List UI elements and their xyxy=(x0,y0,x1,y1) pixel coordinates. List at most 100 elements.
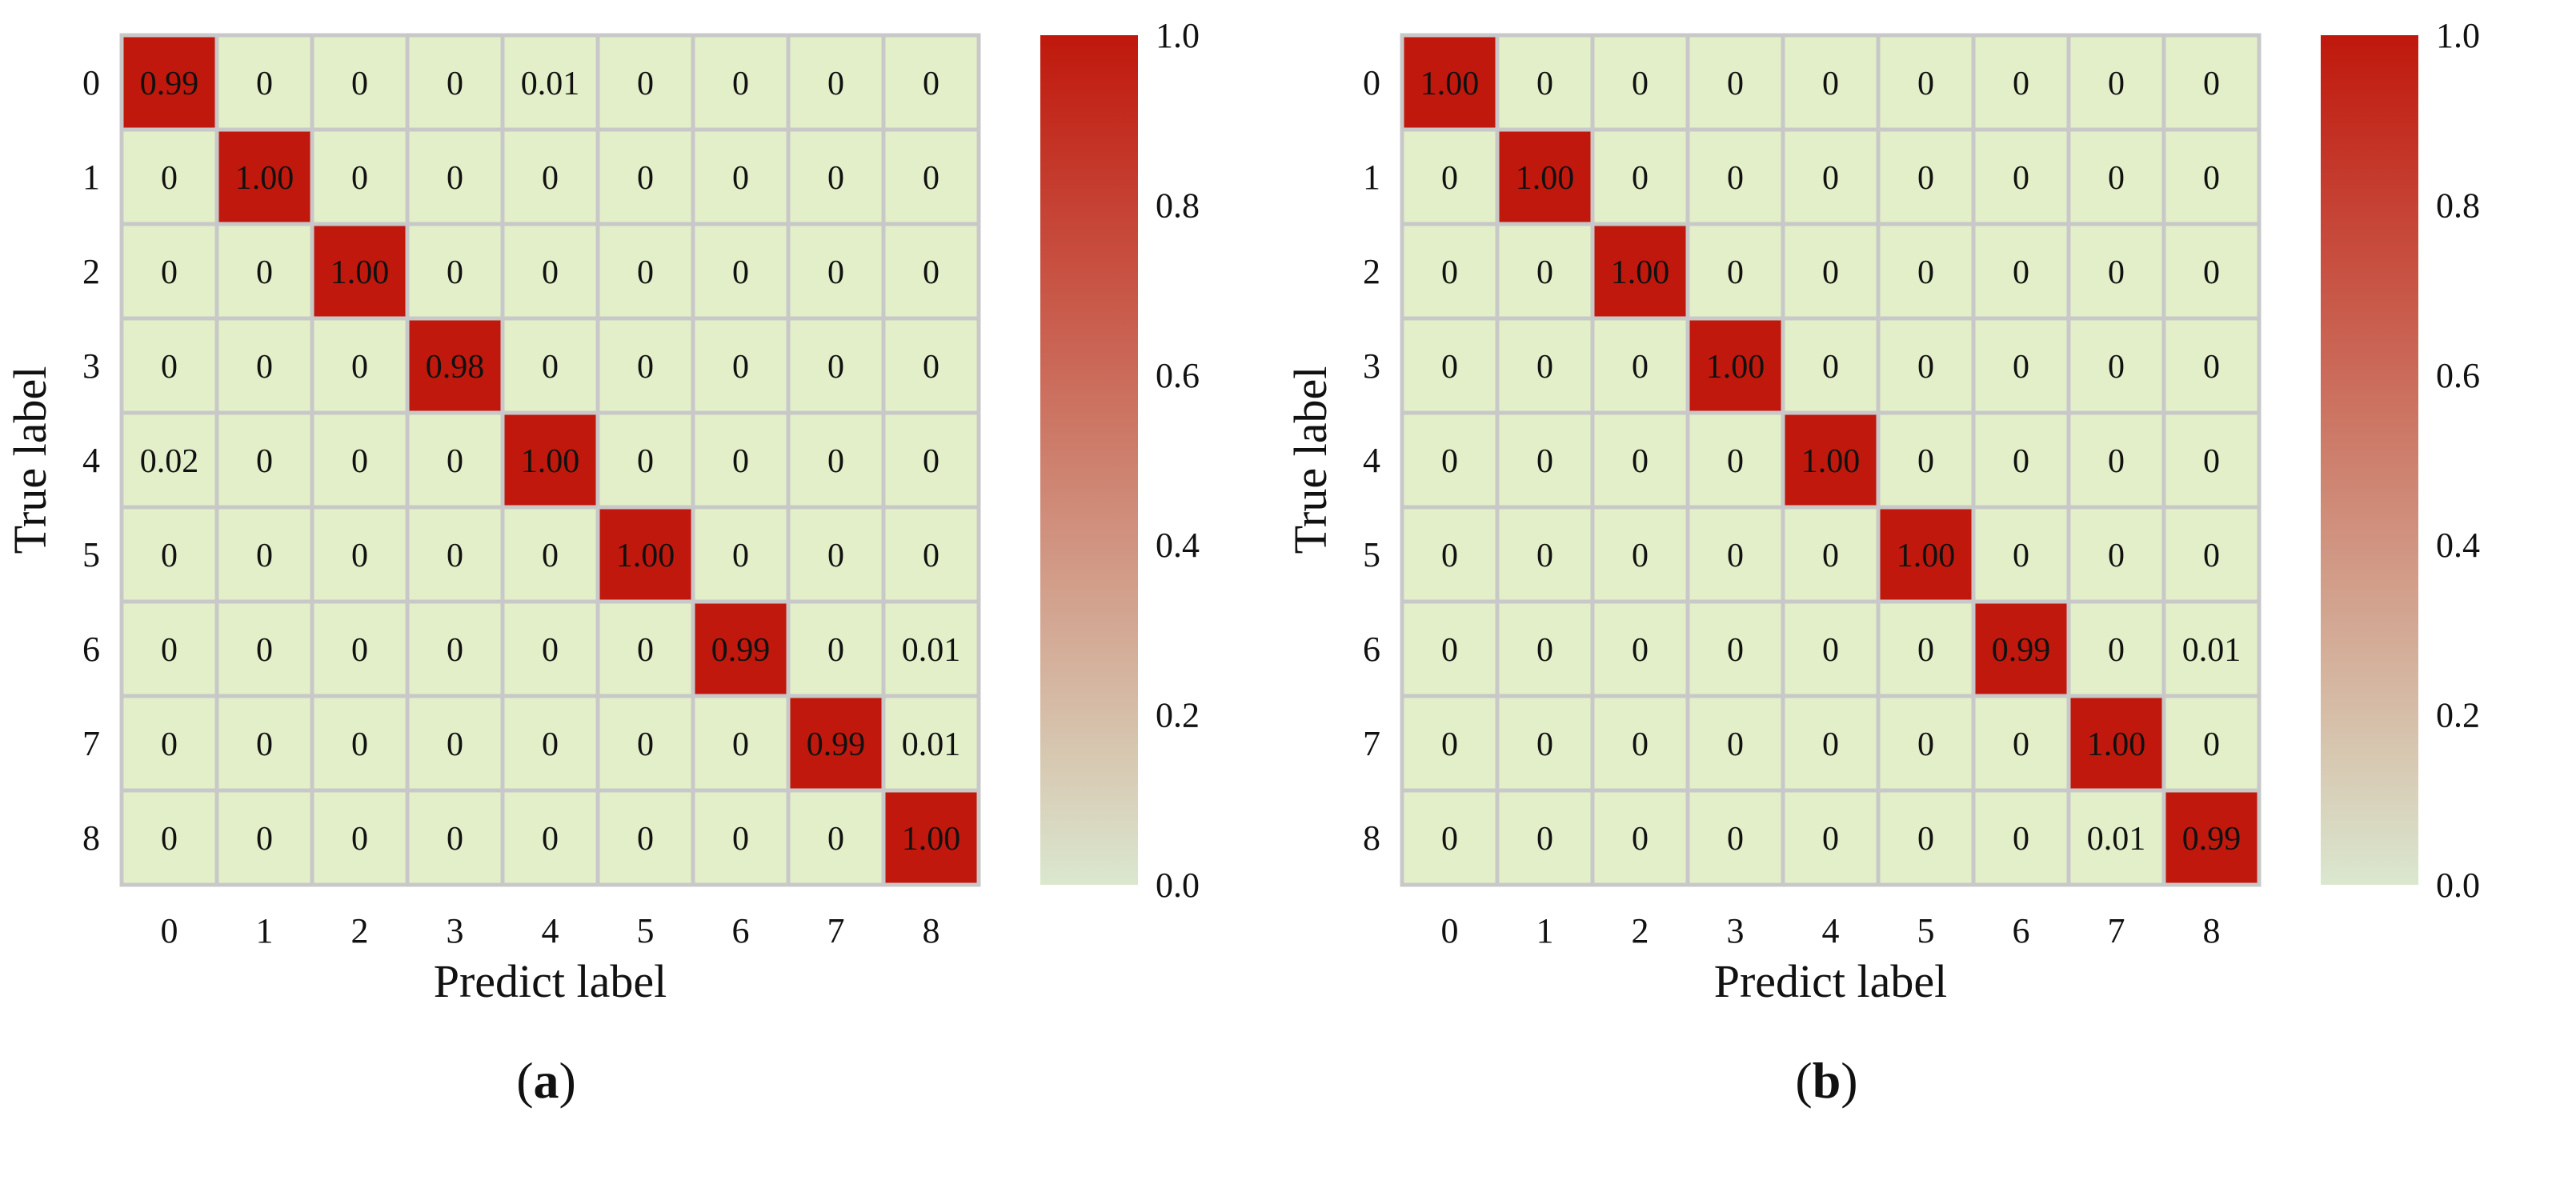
cell-value-label: 0 xyxy=(447,443,463,480)
cell-value-label: 0 xyxy=(256,726,273,763)
cell-value-label: 0 xyxy=(2108,160,2125,197)
cell-value-label: 0 xyxy=(447,160,463,197)
y-tick-label: 5 xyxy=(1363,535,1380,574)
cell-value-label: 0 xyxy=(637,254,654,291)
heatmap-cell xyxy=(1400,694,1500,793)
cell-value-label: 0 xyxy=(256,66,273,102)
cell-value-label: 1.00 xyxy=(616,538,675,574)
heatmap-cell xyxy=(1685,410,1785,510)
colorbar-tick-label: 0.6 xyxy=(1156,356,1200,395)
cell-value-label: 0 xyxy=(256,254,273,291)
colorbar-tick-label: 0.4 xyxy=(2436,526,2480,565)
cell-value-label: 0 xyxy=(2203,726,2220,763)
cell-value-label: 0 xyxy=(732,821,749,858)
cell-value-label: 0 xyxy=(1822,160,1839,197)
heatmap-cell xyxy=(1781,694,1881,793)
x-tick-label: 8 xyxy=(2203,911,2221,950)
y-tick-label: 6 xyxy=(1363,630,1380,669)
cell-value-label: 0 xyxy=(447,632,463,669)
x-tick-label: 0 xyxy=(161,911,178,950)
cell-value-label: 1.00 xyxy=(1420,66,1480,102)
cell-value-label: 0 xyxy=(827,160,844,197)
cell-value-label: 0 xyxy=(1441,349,1458,386)
heatmap-cell xyxy=(1876,694,1976,793)
cell-value-label: 0 xyxy=(2013,254,2029,291)
cell-value-label: 0 xyxy=(1822,821,1839,858)
cell-value-label: 0 xyxy=(1917,349,1934,386)
colorbar-tick-label: 0.2 xyxy=(2436,696,2480,735)
heatmap-cell xyxy=(1495,316,1595,415)
cell-value-label: 0 xyxy=(2203,254,2220,291)
cell-value-label: 0 xyxy=(161,349,178,386)
heatmap-cell xyxy=(1400,505,1500,604)
x-tick-label: 3 xyxy=(447,911,464,950)
cell-value-label: 0 xyxy=(542,632,559,669)
heatmap-cell xyxy=(1685,222,1785,321)
cell-value-label: 0 xyxy=(1917,160,1934,197)
heatmap-panel-a: 0.99 0 0 0 0.01 0 0 0 00 1.00 0 0 0 0 0 0 00 0 1.00 0 0 0 0 0 00… xyxy=(4,16,1200,1109)
heatmap-panel-b: 1.00 0 0 0 0 0 0 0 00 1.00 0 0 0 0 0 0 00 0 1.00 0 0 0 0 0 00 0 0 1… xyxy=(1284,16,2480,1109)
cell-value-label: 0 xyxy=(2013,160,2029,197)
cell-value-label: 1.00 xyxy=(1706,349,1765,386)
heatmap-cell xyxy=(310,222,410,321)
colorbar-tick-label: 0.6 xyxy=(2436,356,2480,395)
heatmap-cell xyxy=(405,222,505,321)
x-tick-label: 1 xyxy=(256,911,274,950)
cell-value-label: 0 xyxy=(2108,349,2125,386)
heatmap-cell xyxy=(119,127,219,226)
cell-value-label: 0 xyxy=(1727,160,1744,197)
cell-value-label: 0 xyxy=(351,538,368,574)
heatmap-cell xyxy=(500,599,600,698)
cell-value-label: 0 xyxy=(542,254,559,291)
cell-value-label: 1.00 xyxy=(331,254,390,291)
y-tick-label: 8 xyxy=(82,818,100,858)
cell-value-label: 1.00 xyxy=(902,821,961,858)
x-tick-label: 2 xyxy=(1632,911,1649,950)
cell-value-label: 1.00 xyxy=(1611,254,1670,291)
cell-value-label: 0 xyxy=(447,66,463,102)
x-tick-label: 3 xyxy=(1727,911,1745,950)
heatmap-cell xyxy=(500,694,600,793)
cell-value-label: 0 xyxy=(1441,254,1458,291)
colorbar-tick-label: 1.0 xyxy=(1156,16,1200,55)
cell-value-label: 0 xyxy=(1917,443,1934,480)
cell-value-label: 0 xyxy=(1536,349,1553,386)
cell-value-label: 0 xyxy=(161,160,178,197)
y-tick-label: 2 xyxy=(82,252,100,291)
y-tick-label: 7 xyxy=(82,724,100,763)
cell-value-label: 1.00 xyxy=(1801,443,1861,480)
heatmap-cell xyxy=(1685,599,1785,698)
cell-value-label: 0.99 xyxy=(1992,632,2051,669)
cell-value-label: 0 xyxy=(732,726,749,763)
cell-value-label: 0 xyxy=(161,726,178,763)
cell-value-label: 0 xyxy=(1441,443,1458,480)
colorbar-tick-label: 0.0 xyxy=(1156,866,1200,905)
heatmap-cell xyxy=(881,410,981,510)
cell-value-label: 0 xyxy=(1822,66,1839,102)
heatmap-cell xyxy=(881,316,981,415)
cell-value-label: 0 xyxy=(732,66,749,102)
cell-value-label: 0 xyxy=(827,254,844,291)
cell-value-label: 0 xyxy=(351,821,368,858)
heatmap-cell xyxy=(500,222,600,321)
cell-value-label: 0 xyxy=(1441,538,1458,574)
heatmap-cell xyxy=(595,33,695,132)
cell-value-label: 0 xyxy=(447,538,463,574)
heatmap-cell xyxy=(1495,788,1595,887)
colorbar-tick-label: 0.8 xyxy=(1156,186,1200,225)
cell-value-label: 0.99 xyxy=(140,66,199,102)
cell-value-label: 0.99 xyxy=(711,632,771,669)
cell-value-label: 0 xyxy=(1632,160,1649,197)
heatmap-cell xyxy=(2066,127,2166,226)
heatmap-cell xyxy=(214,222,314,321)
heatmap-cell xyxy=(2161,33,2262,132)
heatmap-cell xyxy=(881,222,981,321)
heatmap-cell xyxy=(2066,788,2166,887)
heatmap-cell xyxy=(786,33,886,132)
cell-value-label: 0 xyxy=(1822,726,1839,763)
y-tick-label: 6 xyxy=(82,630,100,669)
cell-value-label: 0 xyxy=(637,726,654,763)
heatmap-cell xyxy=(595,788,695,887)
cell-value-label: 0 xyxy=(923,66,939,102)
cell-value-label: 0 xyxy=(1536,821,1553,858)
